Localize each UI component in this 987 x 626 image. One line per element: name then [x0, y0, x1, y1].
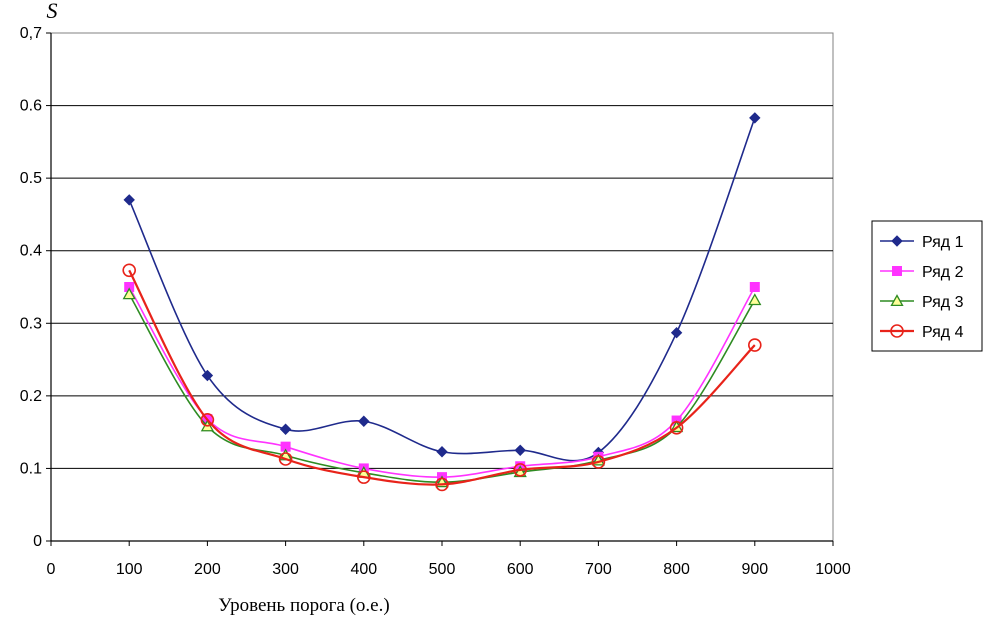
legend-box: [871, 220, 983, 352]
data-point: [435, 477, 449, 492]
x-tick-label: 700: [585, 561, 612, 578]
data-point: [123, 194, 135, 206]
data-point: [356, 470, 371, 484]
legend-label: Ряд 2: [922, 264, 964, 281]
x-axis-title: Уровень порога (о.е.): [218, 595, 389, 616]
x-tick-label: 300: [272, 561, 299, 578]
data-point: [513, 463, 528, 477]
y-tick-label: 0: [33, 533, 42, 550]
axes: 0 0.1 0.2 0.3 0.4 0.5 0.6 0,7 0 100 200 300 400 500 60…: [20, 25, 851, 578]
series-layer: [122, 112, 762, 492]
plot-area: [50, 32, 834, 542]
legend-label: Ряд 3: [922, 294, 964, 311]
y-tick-label: 0.5: [20, 170, 42, 187]
legend-marker: [890, 324, 904, 338]
legend-item: Ряд 2: [880, 264, 964, 281]
data-point: [749, 282, 760, 292]
data-point: [279, 423, 292, 435]
x-tick-label: 100: [116, 561, 143, 578]
data-point: [670, 327, 683, 339]
legend: Ряд 1 Ряд 2 Ряд 3 Ряд 4: [871, 220, 983, 352]
data-point: [436, 446, 448, 458]
data-point: [591, 455, 606, 469]
x-tick-label: 200: [194, 561, 221, 578]
legend-label: Ряд 1: [922, 234, 964, 251]
legend-marker: [892, 266, 902, 276]
data-point: [669, 420, 684, 435]
x-tick-label: 800: [663, 561, 690, 578]
data-point: [122, 287, 136, 300]
data-point: [278, 452, 293, 466]
legend-item: Ряд 4: [880, 324, 964, 341]
y-axis-title: S: [47, 0, 58, 23]
series-4: [122, 263, 762, 492]
series-line: [128, 269, 756, 486]
y-tick-label: 0.1: [20, 460, 42, 477]
legend-item: Ряд 1: [880, 234, 964, 251]
y-tick-label: 0.6: [20, 98, 42, 115]
y-tick-label: 0.2: [20, 388, 42, 405]
data-point: [200, 413, 215, 427]
legend-item: Ряд 3: [880, 294, 964, 311]
x-tick-label: 600: [507, 561, 534, 578]
gridlines: [51, 105, 833, 469]
y-tick-label: 0,7: [20, 25, 42, 42]
x-tick-label: 0: [47, 561, 56, 578]
x-tick-label: 400: [350, 561, 377, 578]
x-tick-label: 1000: [815, 561, 851, 578]
legend-marker: [890, 294, 904, 307]
data-point: [747, 338, 762, 352]
data-point: [201, 369, 214, 382]
data-point: [749, 112, 761, 124]
data-point: [748, 293, 762, 306]
y-tick-label: 0.4: [20, 243, 42, 260]
x-tick-label: 500: [429, 561, 456, 578]
legend-marker: [891, 235, 903, 247]
legend-label: Ряд 4: [922, 324, 964, 341]
data-point: [122, 263, 136, 278]
data-point: [358, 415, 370, 427]
y-tick-label: 0.3: [20, 315, 42, 332]
x-tick-label: 900: [741, 561, 768, 578]
data-point: [514, 444, 526, 456]
